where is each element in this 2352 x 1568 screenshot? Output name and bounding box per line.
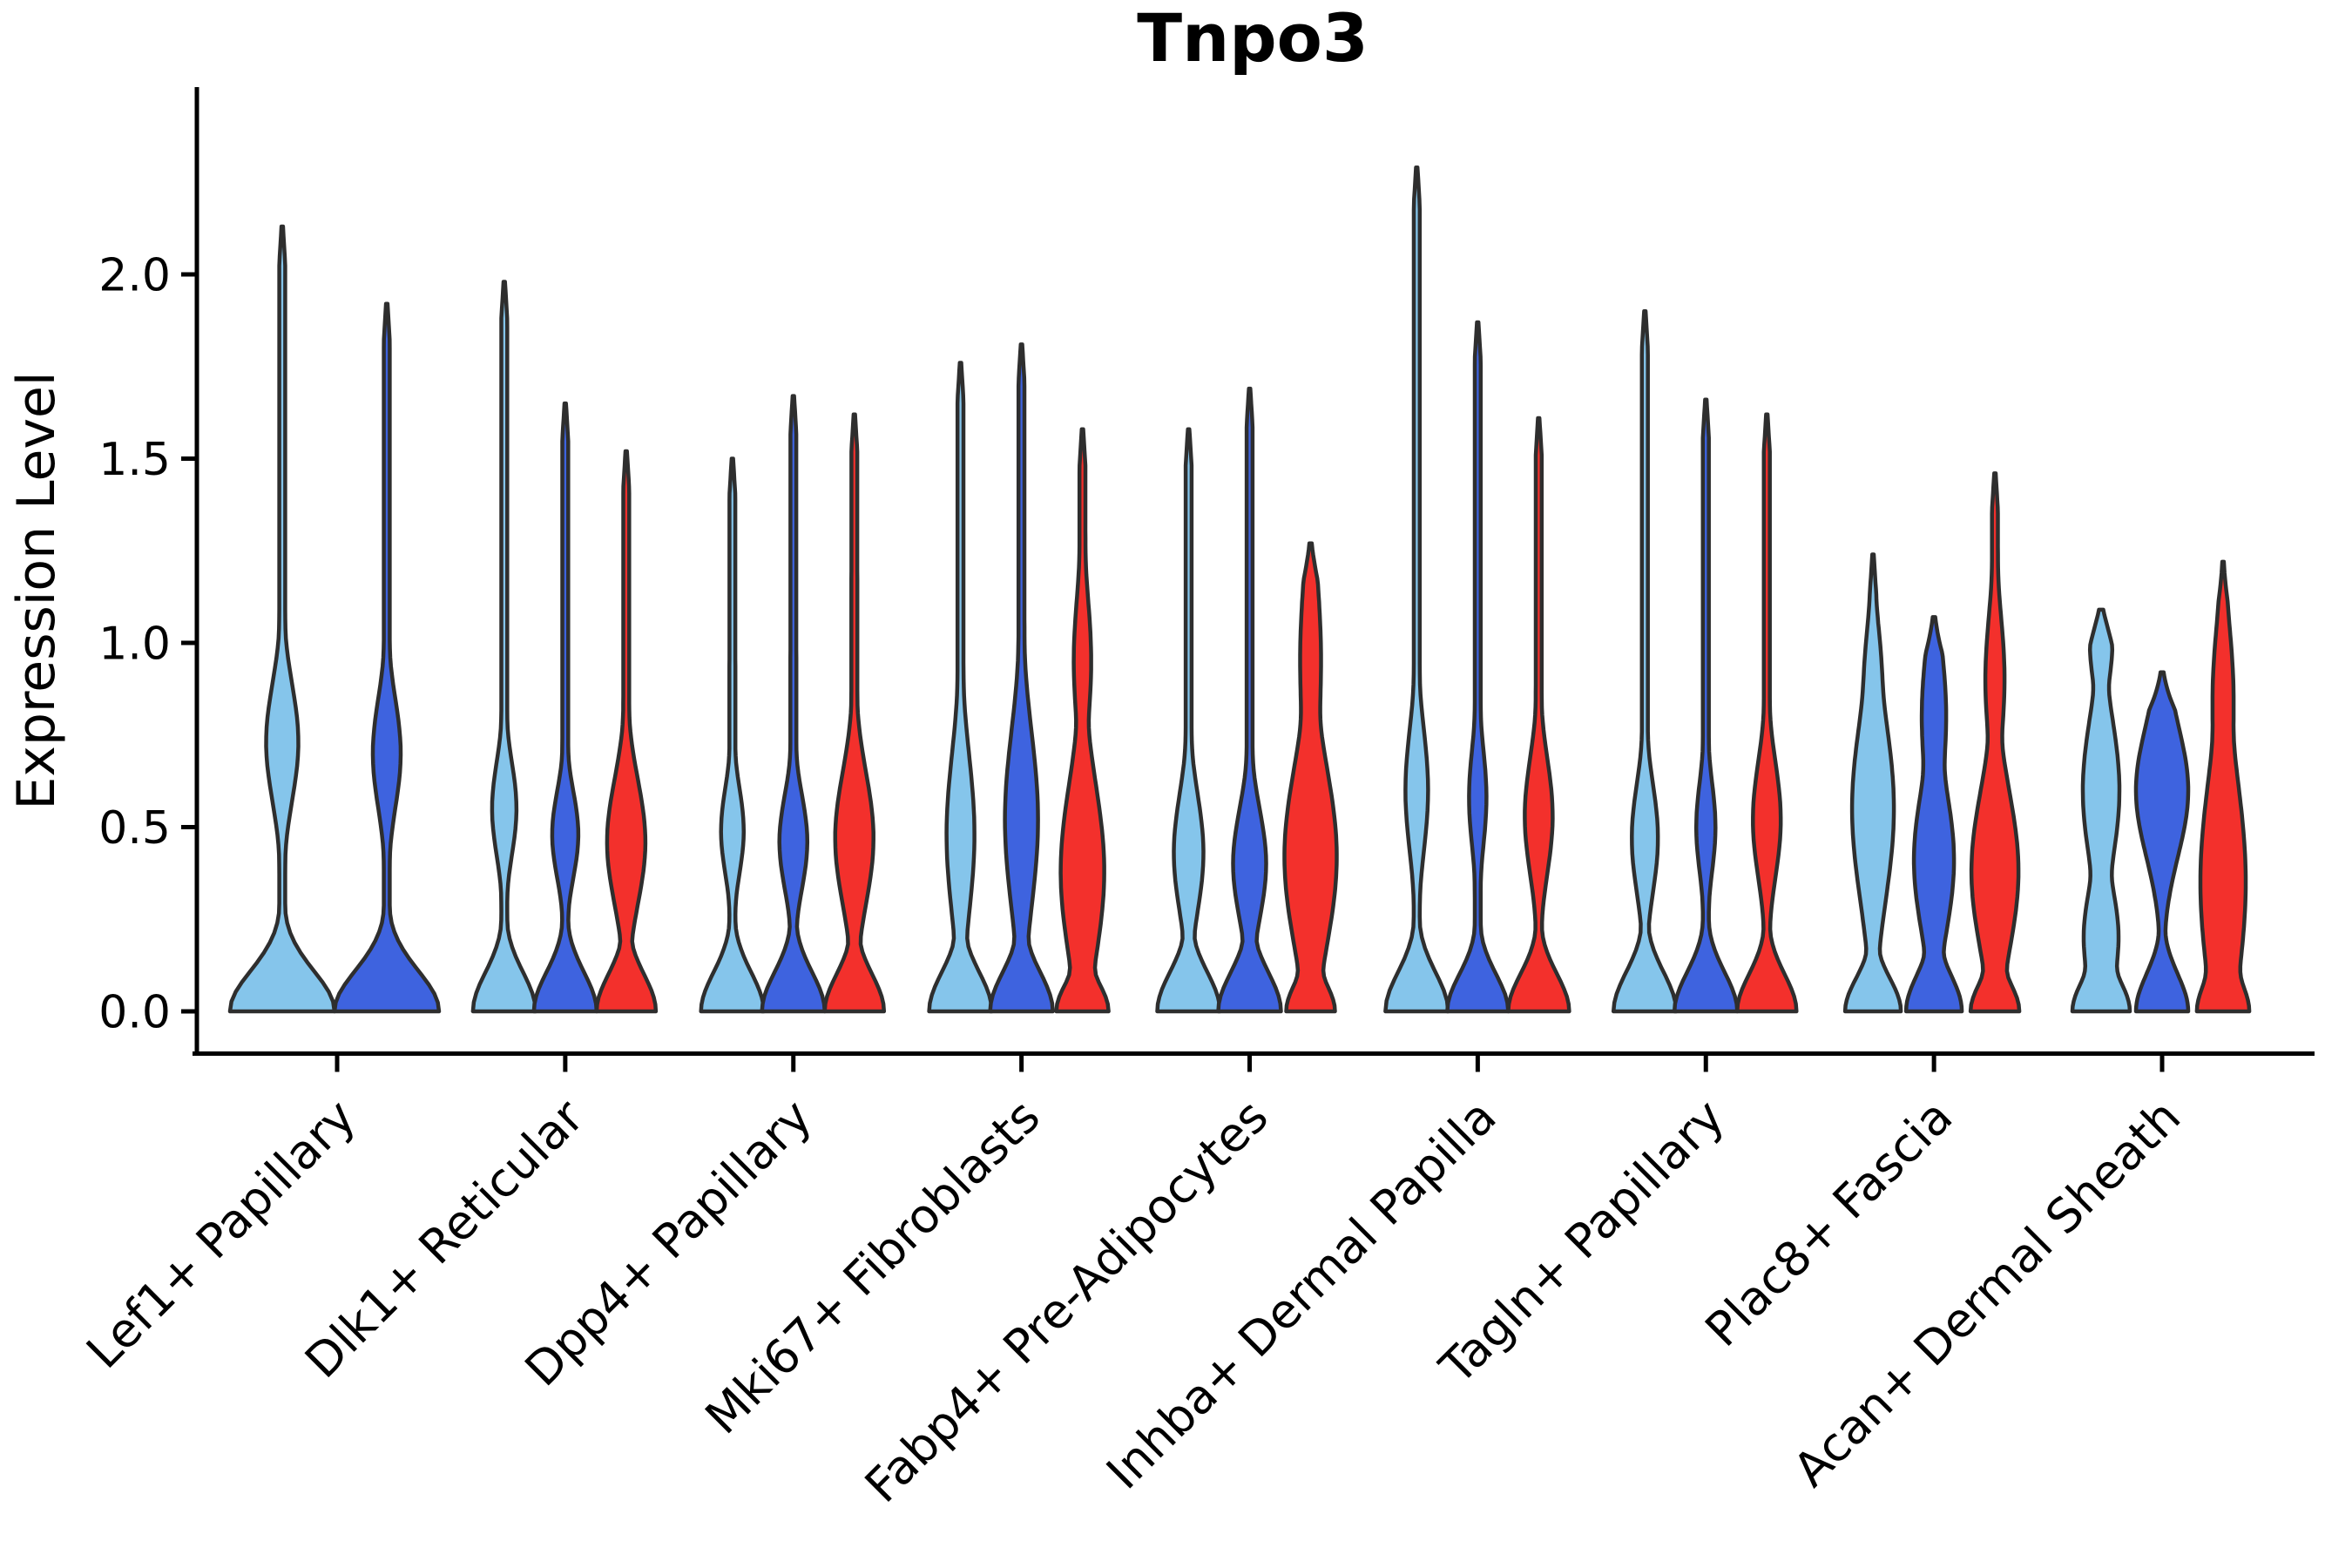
y-tick-label: 1.5 [98, 434, 171, 486]
violin-3-series-1 [988, 342, 1055, 1014]
y-tick-label: 1.0 [98, 618, 171, 671]
violin-layer [227, 166, 2252, 1014]
violin-7-series-1 [1903, 615, 1964, 1014]
violin-8-series-1 [2133, 670, 2191, 1014]
violin-5-series-1 [1445, 320, 1511, 1014]
x-tick-label: Inhba+ Dermal Papilla [1096, 1089, 1506, 1499]
violin-7-series-0 [1842, 552, 1903, 1014]
violin-1-series-1 [531, 401, 599, 1014]
violin-6-series-1 [1672, 397, 1740, 1014]
violin-5-series-2 [1506, 416, 1571, 1014]
violin-2-series-1 [760, 394, 828, 1014]
violin-6-series-2 [1734, 412, 1799, 1014]
violin-3-series-0 [927, 361, 994, 1014]
violin-4-series-2 [1282, 541, 1339, 1014]
violin-8-series-0 [2070, 607, 2132, 1014]
violin-2-series-0 [699, 456, 767, 1014]
y-tick-label: 0.5 [98, 802, 171, 855]
violin-2-series-2 [822, 412, 887, 1014]
violin-8-series-2 [2194, 559, 2252, 1014]
violin-0-series-1 [332, 301, 442, 1014]
violin-3-series-2 [1054, 427, 1111, 1014]
violin-6-series-0 [1611, 309, 1679, 1014]
violin-7-series-2 [1968, 471, 2022, 1014]
violin-4-series-1 [1216, 386, 1283, 1014]
violin-0-series-0 [227, 224, 337, 1014]
y-axis-label: Expression Level [6, 371, 67, 809]
y-tick-label: 0.0 [98, 987, 171, 1039]
chart-title: Tnpo3 [1137, 0, 1368, 77]
violin-4-series-0 [1155, 427, 1222, 1014]
x-tick-label: Plac8+ Fascia [1695, 1089, 1963, 1357]
violin-5-series-0 [1383, 166, 1450, 1014]
x-tick-label: Fabp4+ Pre-Adipocytes [855, 1089, 1279, 1513]
violin-1-series-0 [470, 280, 538, 1014]
violin-1-series-2 [594, 449, 659, 1014]
y-tick-label: 2.0 [98, 250, 171, 302]
x-tick-label: Acan+ Dermal Sheath [1783, 1089, 2191, 1497]
